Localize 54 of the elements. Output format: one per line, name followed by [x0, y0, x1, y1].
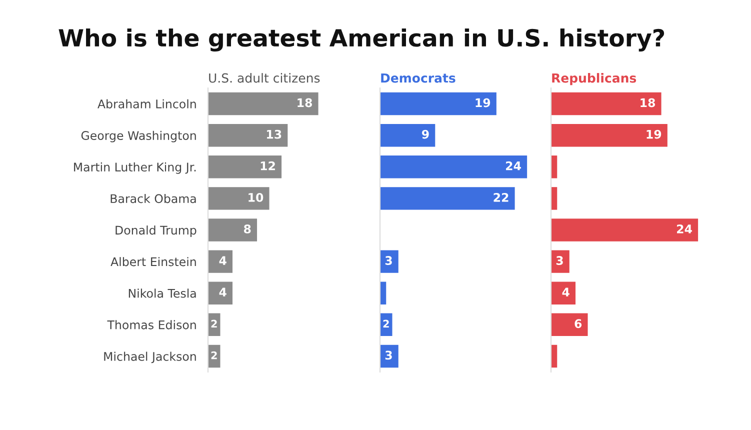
data-label: 8: [244, 224, 251, 234]
data-label: 18: [640, 98, 656, 108]
bar: [208, 250, 233, 273]
data-label: 19: [476, 98, 490, 108]
y-tick-label: Albert Einstein: [110, 257, 196, 266]
data-label: 12: [260, 161, 275, 170]
data-label: 3: [556, 256, 563, 265]
data-label: 10: [248, 192, 264, 202]
data-label: 24: [677, 224, 692, 234]
chart-title: Who is the greatest American in U.S. history?: [58, 28, 664, 52]
bar: [551, 218, 698, 242]
bar: [380, 92, 496, 116]
data-label: 3: [385, 350, 392, 360]
chart-subtitle: Republicans: [552, 73, 636, 86]
chart-subtitle: U.S. adult citizens: [209, 73, 320, 83]
bar: [380, 187, 515, 210]
bar: [380, 156, 528, 178]
data-label: 18: [298, 98, 312, 108]
data-label: 2: [211, 351, 217, 360]
data-label: 4: [219, 288, 226, 296]
y-tick-label: Thomas Edison: [107, 320, 196, 330]
bar: [208, 92, 318, 116]
bar: [208, 218, 258, 242]
chart-subtitle: Democrats: [381, 73, 456, 83]
y-tick-label: Martin Luther King Jr.: [74, 162, 196, 174]
bar: [551, 250, 570, 273]
data-label: 19: [646, 130, 662, 139]
data-label: 4: [562, 288, 570, 296]
bar: [380, 124, 436, 147]
y-tick-label: Michael Jackson: [104, 352, 196, 364]
data-label: 2: [383, 320, 389, 328]
bar: [380, 250, 398, 273]
bar: [551, 313, 588, 336]
data-label: 2: [211, 320, 217, 328]
bar: [551, 92, 662, 116]
y-tick-label: Donald Trump: [116, 226, 196, 237]
data-label: 3: [385, 256, 392, 265]
y-tick-label: Barack Obama: [110, 194, 196, 204]
data-label: 24: [506, 161, 521, 170]
bar: [208, 124, 288, 147]
bar: [551, 124, 668, 147]
y-tick-label: Abraham Lincoln: [98, 99, 196, 108]
data-label: 6: [574, 319, 582, 328]
data-label: 4: [219, 256, 226, 265]
data-label: 9: [422, 130, 429, 139]
bar: [208, 187, 270, 210]
bar: [208, 156, 282, 178]
data-label: 22: [494, 192, 508, 202]
bar: [551, 187, 558, 210]
y-tick-label: Nikola Tesla: [128, 288, 196, 298]
bar: [208, 282, 233, 304]
y-tick-label: George Washington: [81, 130, 196, 142]
data-label: 13: [267, 130, 282, 139]
bar: [551, 282, 576, 304]
